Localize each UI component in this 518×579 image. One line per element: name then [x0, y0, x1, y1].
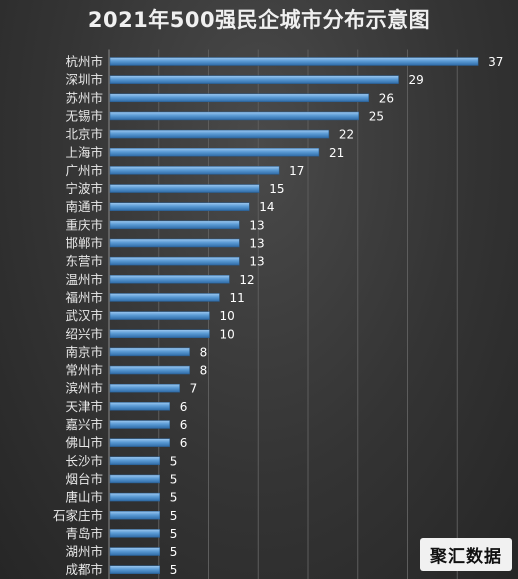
bar-8 [109, 184, 260, 193]
category-label: 烟台市 [65, 471, 103, 486]
category-label: 广州市 [65, 163, 103, 178]
category-label: 武汉市 [65, 308, 103, 323]
bar-3 [109, 93, 369, 103]
category-label: 南京市 [65, 344, 103, 359]
bar-18 [109, 365, 190, 375]
bar-25 [109, 492, 160, 502]
value-label: 21 [329, 146, 344, 160]
category-label: 邯郸市 [65, 236, 103, 251]
bar-22 [109, 438, 170, 447]
bars [109, 57, 479, 574]
category-label: 滨州市 [65, 381, 103, 396]
value-label: 5 [170, 472, 178, 486]
value-label: 29 [409, 73, 424, 87]
value-label: 17 [289, 164, 304, 178]
bar-1 [109, 57, 479, 66]
category-label: 深圳市 [65, 72, 103, 87]
category-label: 佛山市 [65, 435, 103, 450]
bar-13 [109, 275, 230, 284]
category-label: 石家庄市 [53, 508, 103, 523]
bar-17 [109, 347, 190, 357]
value-label: 5 [170, 545, 178, 559]
category-label: 天津市 [65, 399, 103, 414]
bar-10 [109, 220, 240, 230]
category-label: 绍兴市 [65, 326, 103, 341]
bar-23 [109, 456, 160, 466]
category-label: 青岛市 [65, 526, 103, 541]
bar-20 [109, 402, 170, 411]
value-label: 8 [200, 364, 208, 378]
value-label: 5 [170, 454, 178, 468]
bar-6 [109, 148, 320, 157]
value-label: 6 [180, 436, 188, 450]
value-label: 6 [180, 418, 188, 432]
bar-12 [109, 256, 240, 266]
value-label: 26 [379, 91, 394, 105]
value-label: 13 [249, 237, 264, 251]
value-label: 15 [269, 182, 284, 196]
labels: 杭州市 37 深圳市 29 苏州市 26 无锡市 25 北京市 22 上海市 21 广州市 17 宁波市 15… [53, 54, 503, 577]
value-label: 5 [170, 491, 178, 505]
bar-9 [109, 202, 250, 211]
bar-5 [109, 129, 330, 139]
bar-16 [109, 329, 210, 338]
chart-title: 2021年500强民企城市分布示意图 [87, 8, 431, 32]
category-label: 嘉兴市 [65, 417, 103, 432]
bar-14 [109, 293, 220, 302]
value-label: 5 [170, 527, 178, 541]
category-label: 无锡市 [65, 108, 103, 123]
value-label: 10 [220, 309, 235, 323]
category-label: 福州市 [65, 290, 103, 305]
category-label: 北京市 [65, 127, 103, 142]
category-label: 常州市 [65, 363, 103, 378]
category-label: 温州市 [65, 272, 103, 287]
bar-28 [109, 547, 160, 556]
category-label: 南通市 [65, 199, 103, 214]
category-label: 苏州市 [65, 90, 103, 105]
bar-24 [109, 474, 160, 484]
category-label: 杭州市 [65, 54, 103, 69]
value-label: 13 [249, 255, 264, 269]
value-label: 37 [488, 55, 503, 69]
bar-15 [109, 311, 210, 320]
value-label: 8 [200, 345, 208, 359]
bar-27 [109, 529, 160, 538]
category-label: 东营市 [65, 254, 103, 269]
value-label: 22 [339, 128, 354, 142]
bar-11 [109, 238, 240, 248]
bar-29 [109, 565, 160, 574]
bar-21 [109, 420, 170, 429]
category-label: 长沙市 [65, 453, 103, 468]
bar-2 [109, 75, 399, 84]
bar-19 [109, 383, 180, 393]
value-label: 11 [229, 291, 244, 305]
category-label: 唐山市 [65, 490, 103, 505]
category-label: 上海市 [65, 145, 103, 160]
value-label: 6 [180, 400, 188, 414]
category-label: 重庆市 [65, 217, 103, 232]
bar-4 [109, 111, 359, 121]
value-label: 5 [170, 509, 178, 523]
value-label: 13 [249, 218, 264, 232]
category-label: 湖州市 [65, 544, 103, 559]
category-label: 成都市 [65, 562, 103, 577]
value-label: 14 [259, 200, 274, 214]
value-label: 7 [190, 382, 198, 396]
bar-26 [109, 511, 160, 520]
watermark-badge: 聚汇数据 [420, 538, 512, 571]
value-label: 10 [220, 327, 235, 341]
value-label: 12 [239, 273, 254, 287]
value-label: 5 [170, 563, 178, 577]
category-label: 宁波市 [65, 181, 103, 196]
value-label: 25 [369, 109, 384, 123]
bar-7 [109, 166, 280, 175]
